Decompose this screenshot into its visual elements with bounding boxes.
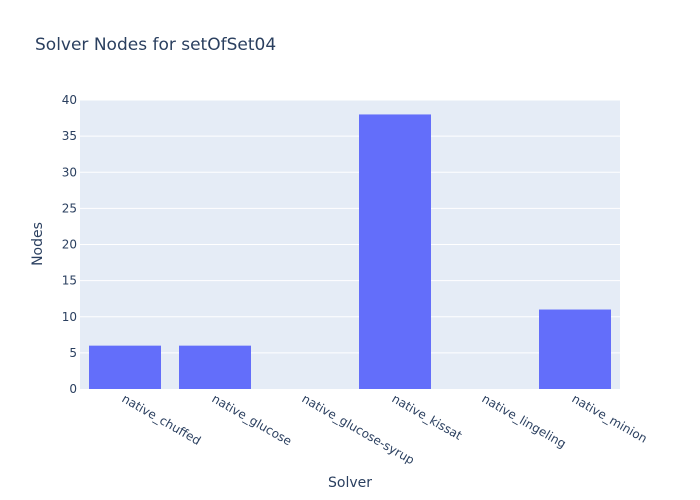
x-axis-title: Solver bbox=[328, 475, 372, 491]
chart-title: Solver Nodes for setOfSet04 bbox=[35, 35, 276, 55]
y-tick-label: 15 bbox=[62, 274, 77, 288]
y-axis-title: Nodes bbox=[30, 222, 46, 266]
y-tick-label: 10 bbox=[62, 310, 77, 324]
bar-native_kissat bbox=[359, 114, 431, 389]
y-tick-label: 25 bbox=[62, 201, 77, 215]
y-tick-label: 35 bbox=[62, 129, 77, 143]
bar-native_chuffed bbox=[89, 345, 161, 389]
bars bbox=[89, 114, 611, 389]
bar-native_minion bbox=[539, 309, 611, 389]
bar-native_glucose bbox=[179, 345, 251, 389]
y-tick-label: 30 bbox=[62, 165, 77, 179]
y-tick-label: 0 bbox=[69, 382, 77, 396]
gridlines bbox=[80, 99, 620, 354]
y-tick-label: 5 bbox=[69, 346, 77, 360]
y-axis-ticks: 0 5 10 15 20 25 30 35 40 bbox=[62, 93, 77, 396]
y-tick-label: 20 bbox=[62, 238, 77, 252]
y-tick-label: 40 bbox=[62, 93, 77, 107]
